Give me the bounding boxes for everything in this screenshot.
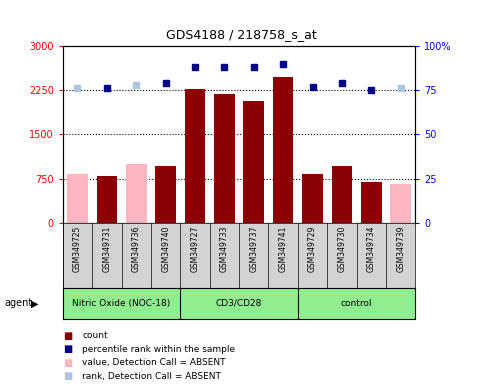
Bar: [67, 174, 88, 223]
Bar: [273, 77, 294, 223]
Text: GSM349739: GSM349739: [396, 226, 405, 273]
Text: ■: ■: [63, 371, 72, 381]
Text: agent: agent: [5, 298, 33, 308]
Bar: [243, 101, 264, 223]
Bar: [97, 175, 117, 223]
Bar: [126, 164, 146, 223]
Text: GSM349740: GSM349740: [161, 226, 170, 273]
Text: ■: ■: [63, 331, 72, 341]
Text: GSM349734: GSM349734: [367, 226, 376, 273]
Text: GSM349741: GSM349741: [279, 226, 288, 272]
Text: GSM349725: GSM349725: [73, 226, 82, 272]
Bar: [156, 166, 176, 223]
Bar: [332, 166, 352, 223]
Bar: [390, 184, 411, 223]
Text: GSM349736: GSM349736: [132, 226, 141, 273]
Text: value, Detection Call = ABSENT: value, Detection Call = ABSENT: [82, 358, 226, 367]
Bar: [214, 94, 235, 223]
Text: GSM349737: GSM349737: [249, 226, 258, 273]
Bar: [361, 182, 382, 223]
Text: GSM349733: GSM349733: [220, 226, 229, 273]
Text: percentile rank within the sample: percentile rank within the sample: [82, 345, 235, 354]
Bar: [302, 174, 323, 223]
Text: ▶: ▶: [31, 298, 39, 308]
Text: Nitric Oxide (NOC-18): Nitric Oxide (NOC-18): [72, 299, 170, 308]
Text: ■: ■: [63, 358, 72, 368]
Text: GSM349731: GSM349731: [102, 226, 112, 272]
Text: GSM349729: GSM349729: [308, 226, 317, 272]
Text: control: control: [341, 299, 372, 308]
Text: count: count: [82, 331, 108, 340]
Text: rank, Detection Call = ABSENT: rank, Detection Call = ABSENT: [82, 372, 221, 381]
Text: CD3/CD28: CD3/CD28: [216, 299, 262, 308]
Bar: [185, 89, 205, 223]
Text: GSM349727: GSM349727: [190, 226, 199, 272]
Text: ■: ■: [63, 344, 72, 354]
Text: GDS4188 / 218758_s_at: GDS4188 / 218758_s_at: [166, 28, 317, 41]
Text: GSM349730: GSM349730: [338, 226, 346, 273]
